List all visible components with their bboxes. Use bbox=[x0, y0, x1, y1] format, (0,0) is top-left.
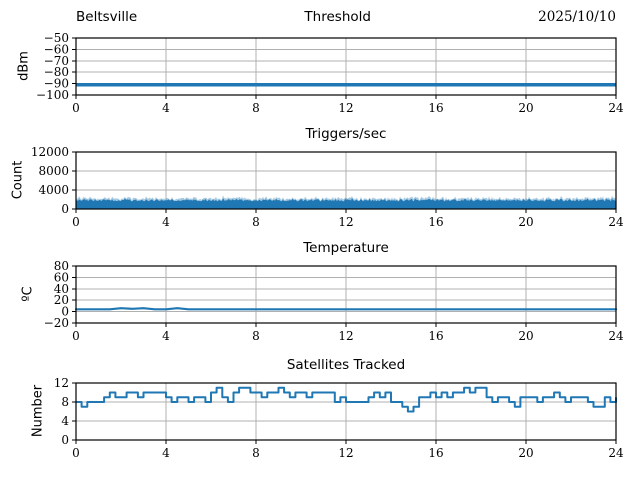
x-tick-label: 12 bbox=[338, 446, 353, 460]
x-tick-label: 8 bbox=[252, 215, 260, 229]
top-title-row: Beltsville Threshold 2025/10/10 bbox=[76, 8, 616, 26]
x-tick-label: 24 bbox=[608, 446, 624, 460]
x-tick-label: 16 bbox=[428, 446, 443, 460]
y-tick-label: −60 bbox=[44, 42, 69, 56]
x-tick-label: 24 bbox=[608, 101, 624, 115]
y-tick-label: 4 bbox=[61, 414, 69, 428]
y-tick-label: 0 bbox=[61, 305, 69, 319]
y-axis-label-degc: ºC bbox=[20, 286, 36, 302]
x-tick-label: 8 bbox=[252, 101, 260, 115]
y-tick-label: 12 bbox=[54, 376, 69, 390]
plot-title-triggers: Triggers/sec bbox=[305, 126, 387, 142]
date-label: 2025/10/10 bbox=[538, 9, 616, 25]
y-tick-label: −90 bbox=[44, 77, 69, 91]
x-tick-label: 0 bbox=[72, 215, 80, 229]
x-tick-label: 24 bbox=[608, 215, 624, 229]
y-tick-label: 0 bbox=[61, 433, 69, 447]
x-tick-label: 12 bbox=[338, 101, 353, 115]
x-tick-label: 4 bbox=[162, 329, 170, 343]
trigger-count-series bbox=[76, 197, 616, 209]
y-tick-label: 8 bbox=[61, 395, 69, 409]
plot-title-temperature: Temperature bbox=[303, 240, 389, 256]
x-tick-label: 8 bbox=[252, 329, 260, 343]
x-tick-label: 20 bbox=[518, 446, 533, 460]
y-tick-label: −20 bbox=[44, 316, 69, 330]
plot-title-satellites: Satellites Tracked bbox=[286, 357, 406, 373]
x-tick-label: 8 bbox=[252, 446, 260, 460]
satellites-tracked-series bbox=[76, 386, 617, 413]
x-tick-label: 20 bbox=[518, 215, 533, 229]
y-tick-label: 4000 bbox=[38, 183, 69, 197]
y-axis-label-count: Count bbox=[10, 160, 26, 200]
x-tick-label: 4 bbox=[162, 215, 170, 229]
x-tick-label: 0 bbox=[72, 329, 80, 343]
subplot-satellites-tracked: 0 4 8 12 16 20 24 0 4 8 12 bbox=[54, 376, 624, 460]
x-tick-label: 20 bbox=[518, 329, 533, 343]
y-tick-label: −80 bbox=[44, 65, 69, 79]
x-tick-label: 16 bbox=[428, 329, 443, 343]
y-tick-label: 8000 bbox=[38, 164, 69, 178]
subplot-triggers-sec: 0 4 8 12 16 20 24 0 4000 8000 12000 bbox=[31, 145, 624, 229]
subplot-threshold: 0 4 8 12 16 20 24 −100−90−80−70−60−50 bbox=[36, 31, 624, 115]
x-tick-label: 12 bbox=[338, 215, 353, 229]
x-tick-label: 12 bbox=[338, 329, 353, 343]
y-tick-label: 80 bbox=[54, 259, 69, 273]
x-tick-label: 24 bbox=[608, 329, 624, 343]
y-tick-label: 20 bbox=[54, 293, 69, 307]
x-tick-label: 16 bbox=[428, 215, 443, 229]
x-tick-label: 0 bbox=[72, 446, 80, 460]
y-tick-label: 0 bbox=[61, 202, 69, 216]
y-axis-label-number: Number bbox=[30, 384, 46, 438]
y-tick-label: −50 bbox=[44, 31, 69, 45]
y-axis-label-dbm: dBm bbox=[16, 51, 32, 81]
station-name-label: Beltsville bbox=[76, 9, 138, 25]
x-tick-label: 0 bbox=[72, 101, 80, 115]
x-tick-label: 20 bbox=[518, 101, 533, 115]
temperature-c-series bbox=[74, 307, 618, 311]
y-tick-label: −70 bbox=[44, 54, 69, 68]
y-tick-label: 60 bbox=[54, 270, 69, 284]
y-tick-label: −100 bbox=[36, 88, 69, 102]
x-tick-label: 4 bbox=[162, 101, 170, 115]
x-tick-label: 16 bbox=[428, 101, 443, 115]
y-tick-label: 40 bbox=[54, 282, 69, 296]
plot-title-threshold: Threshold bbox=[304, 9, 371, 25]
x-tick-label: 4 bbox=[162, 446, 170, 460]
y-tick-label: 12000 bbox=[31, 145, 69, 159]
